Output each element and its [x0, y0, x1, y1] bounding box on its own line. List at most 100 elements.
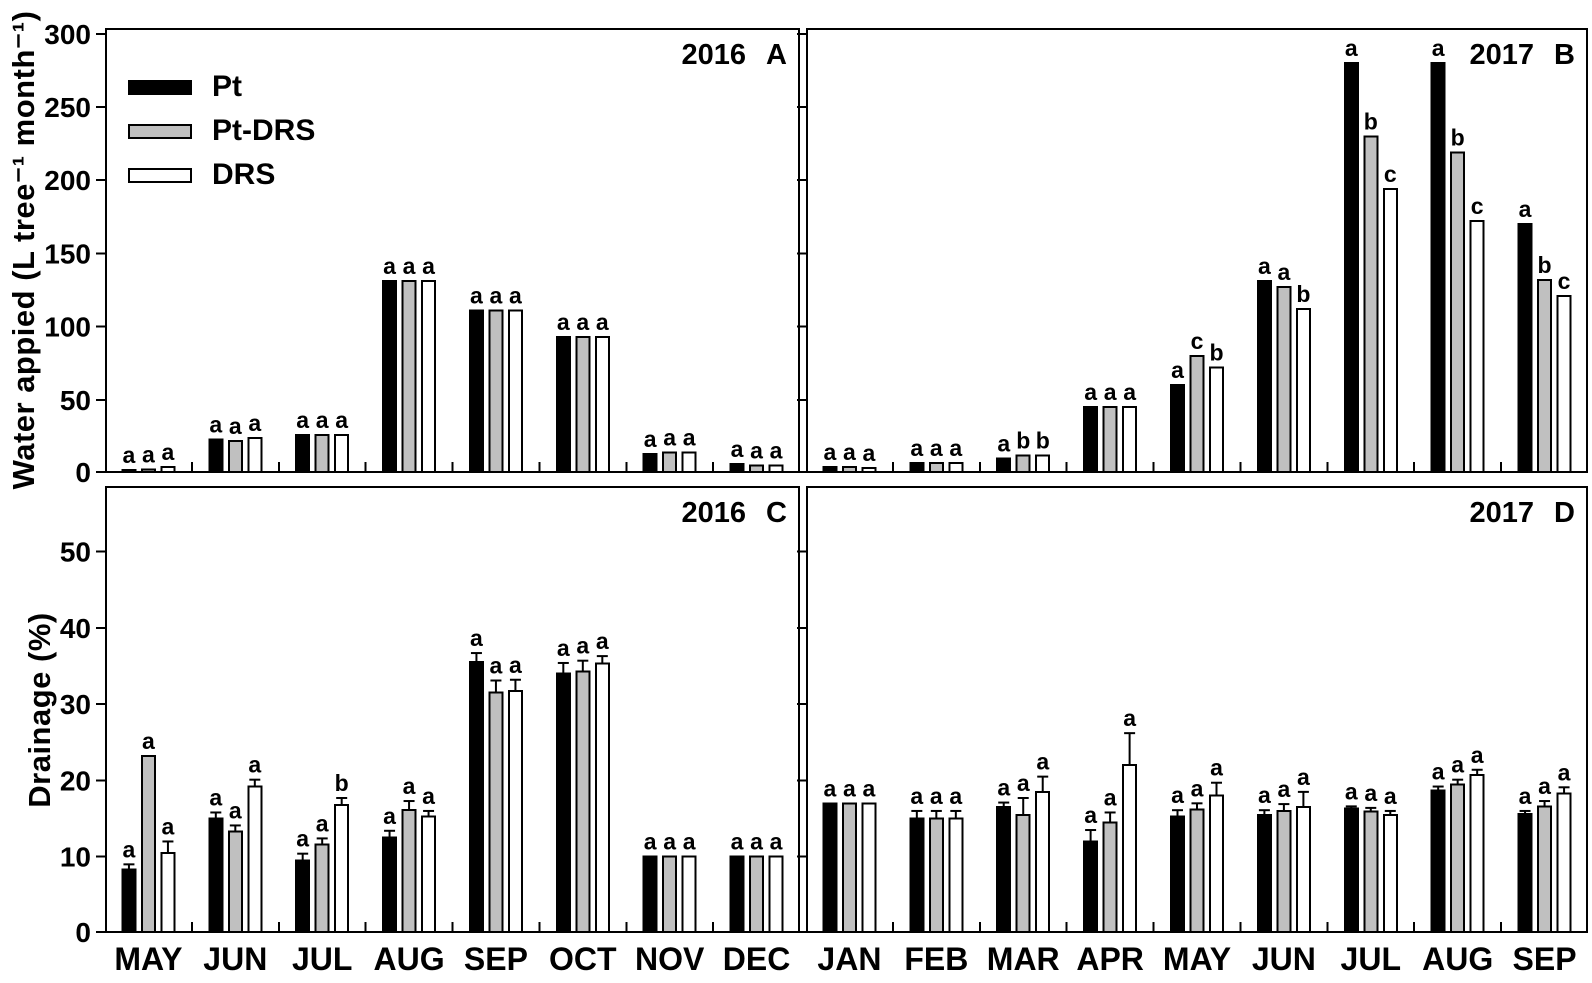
bar-pt-drs-jul: [314, 843, 330, 933]
x-axis-month-label: JUL: [1341, 941, 1401, 977]
y-axis-tick-label: 250: [44, 92, 91, 123]
significance-letter: a: [863, 775, 876, 801]
bar-pt-dec: [729, 463, 745, 473]
bar-drs-nov: [681, 451, 697, 474]
bar-pt-drs-aug: [401, 280, 417, 473]
significance-letter: a: [1036, 749, 1049, 775]
significance-letter: a: [1123, 379, 1136, 405]
significance-letter: a: [1017, 770, 1030, 796]
bar-pt-jun: [208, 817, 224, 933]
bar-pt-drs-dec: [749, 464, 765, 473]
bar-drs-sep: [1556, 294, 1572, 473]
bar-pt-drs-dec: [749, 855, 765, 933]
x-axis-month-label: MAY: [114, 941, 182, 977]
bar-pt-may: [121, 868, 137, 933]
significance-letter: a: [1210, 755, 1223, 781]
x-axis-month-label: FEB: [904, 941, 968, 977]
significance-letter: a: [1297, 764, 1310, 790]
significance-letter: a: [824, 775, 837, 801]
significance-letter: a: [316, 810, 329, 836]
significance-letter: a: [209, 784, 222, 810]
bar-pt-dec: [729, 855, 745, 933]
bar-drs-aug: [421, 280, 437, 473]
significance-letter: a: [750, 438, 763, 464]
bar-pt-feb: [909, 461, 925, 474]
significance-letter: a: [1277, 776, 1290, 802]
significance-letter: a: [509, 283, 522, 309]
significance-letter: a: [1345, 778, 1358, 804]
significance-letter: a: [296, 826, 309, 852]
significance-letter: a: [162, 813, 175, 839]
bar-pt-drs-aug: [1450, 151, 1466, 473]
significance-letter: a: [997, 775, 1010, 801]
significance-letter: a: [843, 439, 856, 465]
significance-letter: a: [910, 435, 923, 461]
significance-letter: a: [403, 253, 416, 279]
bar-drs-mar: [1035, 790, 1051, 934]
legend-row-pt: Pt: [128, 72, 315, 102]
significance-letter: a: [123, 836, 136, 862]
bar-pt-drs-jul: [1363, 810, 1379, 934]
bar-drs-jul: [334, 433, 350, 474]
legend-row-drs: DRS: [128, 160, 315, 190]
significance-letter: a: [824, 439, 837, 465]
significance-letter: a: [1258, 782, 1271, 808]
bar-pt-drs-jul: [314, 433, 330, 474]
x-axis-month-label: SEP: [464, 941, 528, 977]
panel-title-letter: B: [1554, 39, 1575, 71]
panel-frame: [105, 486, 800, 933]
panel-title-year: 2016: [681, 39, 746, 71]
significance-letter: a: [557, 309, 570, 335]
significance-letter: a: [296, 407, 309, 433]
panel-frame: [105, 28, 800, 473]
bar-drs-jul: [334, 803, 350, 933]
bar-pt-drs-may: [140, 468, 156, 473]
y-axis-tick-label: 150: [44, 238, 91, 269]
bar-pt-jun: [1256, 813, 1272, 933]
significance-letter: a: [209, 411, 222, 437]
significance-letter: b: [1016, 427, 1030, 453]
y-axis-tick-label: 200: [44, 165, 91, 196]
bar-pt-drs-may: [1189, 808, 1205, 934]
significance-letter: a: [1519, 196, 1532, 222]
bar-pt-drs-may: [1189, 354, 1205, 474]
x-axis-month-label: JUN: [203, 941, 267, 977]
bar-drs-sep: [507, 309, 523, 473]
bar-pt-jun: [1256, 280, 1272, 473]
y-axis-tick-label: 30: [60, 689, 91, 720]
significance-letter: a: [422, 783, 435, 809]
bar-pt-drs-aug: [401, 809, 417, 933]
bar-drs-nov: [681, 855, 697, 933]
y-axis-title-water-applied: Water appied (L tree⁻¹ month⁻¹): [6, 10, 41, 490]
bar-drs-feb: [948, 817, 964, 933]
panel-title-letter: D: [1554, 497, 1575, 529]
bar-pt-sep: [468, 661, 484, 933]
significance-letter: a: [229, 413, 242, 439]
significance-letter: a: [1277, 259, 1290, 285]
significance-letter: a: [1258, 253, 1271, 279]
significance-letter: a: [949, 783, 962, 809]
bar-pt-drs-apr: [1102, 821, 1118, 933]
bar-pt-drs-jun: [227, 439, 243, 473]
significance-letter: c: [1558, 268, 1571, 294]
bar-pt-drs-feb: [928, 461, 944, 474]
bar-pt-jun: [208, 438, 224, 474]
x-axis-month-label: DEC: [723, 941, 791, 977]
significance-letter: a: [557, 635, 570, 661]
y-axis-tick-label: 50: [60, 537, 91, 568]
significance-letter: a: [1364, 780, 1377, 806]
bar-pt-drs-apr: [1102, 406, 1118, 474]
significance-letter: c: [1471, 193, 1484, 219]
bar-pt-may: [1170, 815, 1185, 933]
bar-drs-sep: [1556, 792, 1572, 933]
y-axis-tick-label: 50: [60, 385, 91, 416]
significance-letter: a: [663, 425, 676, 451]
x-axis-month-label: AUG: [374, 941, 445, 977]
bar-drs-feb: [948, 461, 964, 474]
legend-label-pt: Pt: [212, 70, 242, 103]
significance-letter: a: [142, 728, 155, 754]
legend-label-pt-drs: Pt-DRS: [212, 114, 316, 147]
significance-letter: a: [1558, 759, 1571, 785]
bar-pt-drs-may: [140, 755, 156, 934]
